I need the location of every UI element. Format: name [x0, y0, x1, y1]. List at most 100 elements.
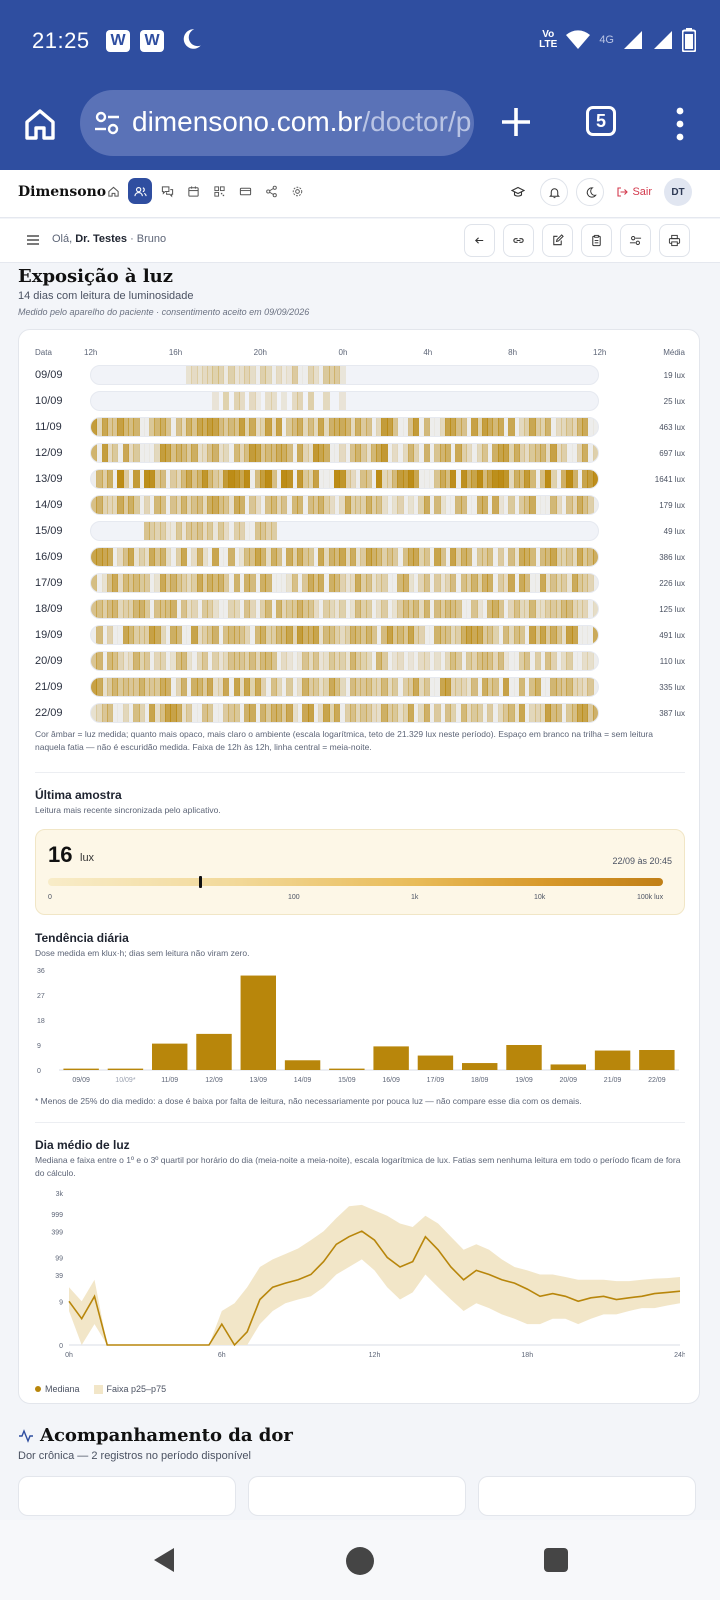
light-segment: [460, 574, 467, 592]
light-segment: [397, 418, 404, 436]
edit-button[interactable]: [542, 224, 573, 257]
light-segment: [534, 626, 541, 644]
light-segment: [360, 626, 367, 644]
light-segment: [592, 444, 598, 462]
light-segment: [592, 548, 598, 566]
nav-share[interactable]: [260, 178, 282, 204]
light-segment: [112, 444, 119, 462]
light-segment: [106, 496, 114, 514]
url-bar[interactable]: dimensono.com.br/doctor/p: [80, 90, 474, 156]
light-segment: [207, 678, 214, 696]
light-segment: [281, 496, 288, 514]
light-segment: [355, 704, 362, 722]
new-tab-icon[interactable]: [496, 102, 536, 142]
row-mean: 491 lux: [659, 631, 685, 640]
browser-menu-icon[interactable]: [670, 106, 690, 142]
light-segment: [149, 444, 156, 462]
light-segment: [180, 496, 188, 514]
light-segment: [349, 444, 357, 462]
light-segment: [571, 678, 578, 696]
back-button[interactable]: [464, 224, 495, 257]
nav-qr[interactable]: [208, 178, 230, 204]
light-segment: [571, 470, 578, 488]
nav-calendar[interactable]: [182, 178, 204, 204]
site-settings-icon[interactable]: [94, 110, 120, 136]
print-button[interactable]: [659, 224, 690, 257]
light-segment: [154, 652, 161, 670]
light-segment: [223, 418, 230, 436]
browser-home-icon[interactable]: [22, 106, 58, 142]
light-segment: [260, 652, 267, 670]
light-segment: [576, 444, 584, 462]
bar: [63, 1068, 99, 1070]
light-segment: [143, 444, 151, 462]
light-segment: [460, 626, 467, 644]
light-segment: [149, 418, 156, 436]
light-segment: [238, 444, 246, 462]
light-segment: [281, 392, 288, 410]
light-segment: [339, 366, 346, 384]
light-segment: [397, 574, 404, 592]
light-segment: [307, 652, 314, 670]
light-segment: [539, 574, 547, 592]
light-segment: [154, 496, 161, 514]
light-segment: [233, 548, 240, 566]
link-button[interactable]: [503, 224, 534, 257]
light-segment: [207, 652, 214, 670]
logout-button[interactable]: Sair: [612, 186, 656, 198]
back-icon[interactable]: [150, 1546, 178, 1574]
recent-apps-icon[interactable]: [544, 1548, 568, 1572]
light-segment: [465, 626, 473, 644]
light-segment: [524, 678, 531, 696]
notifications-button[interactable]: [540, 178, 569, 206]
avatar[interactable]: DT: [664, 178, 692, 206]
light-segment: [518, 652, 526, 670]
light-segment: [439, 600, 446, 618]
nav-patients[interactable]: [128, 178, 152, 204]
light-segment: [566, 470, 573, 488]
patients-icon: [133, 186, 147, 196]
light-segment: [529, 470, 536, 488]
home-icon: [107, 186, 119, 197]
light-segment: [587, 496, 594, 514]
education-button[interactable]: [504, 178, 532, 206]
light-segment: [91, 574, 98, 592]
bar: [373, 1046, 409, 1070]
light-segment: [180, 548, 188, 566]
link-icon: [513, 238, 524, 243]
light-segment: [275, 626, 283, 644]
light-segment: [159, 600, 166, 618]
light-segment: [402, 626, 409, 644]
bar: [506, 1045, 542, 1070]
light-segment: [434, 470, 441, 488]
bar: [594, 1050, 631, 1070]
nav-card[interactable]: [234, 178, 256, 204]
filters-button[interactable]: [620, 224, 651, 257]
light-segment: [101, 470, 108, 488]
light-segment: [244, 704, 251, 722]
light-segment: [307, 574, 314, 592]
hamburger-menu-icon[interactable]: [26, 233, 40, 247]
brand-logo[interactable]: Dimensono: [18, 184, 107, 200]
light-segment: [534, 574, 541, 592]
light-segment: [223, 652, 230, 670]
home-circle-icon[interactable]: [346, 1547, 374, 1575]
light-segment: [529, 444, 536, 462]
light-segment: [307, 496, 314, 514]
light-segment: [582, 444, 589, 462]
light-segment: [439, 444, 446, 462]
nav-chat[interactable]: [156, 178, 178, 204]
light-segment: [502, 652, 510, 670]
nav-home[interactable]: [102, 178, 124, 204]
bar: [107, 1068, 144, 1070]
light-segment: [339, 444, 346, 462]
light-segment: [455, 548, 462, 566]
nav-settings[interactable]: [286, 178, 308, 204]
url-text[interactable]: dimensono.com.br/doctor/p: [132, 106, 471, 138]
light-segment: [154, 548, 161, 566]
light-segment: [260, 418, 267, 436]
tab-switcher-button[interactable]: 5: [586, 106, 616, 136]
light-segment: [318, 366, 325, 384]
theme-toggle-button[interactable]: [576, 178, 605, 206]
clipboard-button[interactable]: [581, 224, 612, 257]
